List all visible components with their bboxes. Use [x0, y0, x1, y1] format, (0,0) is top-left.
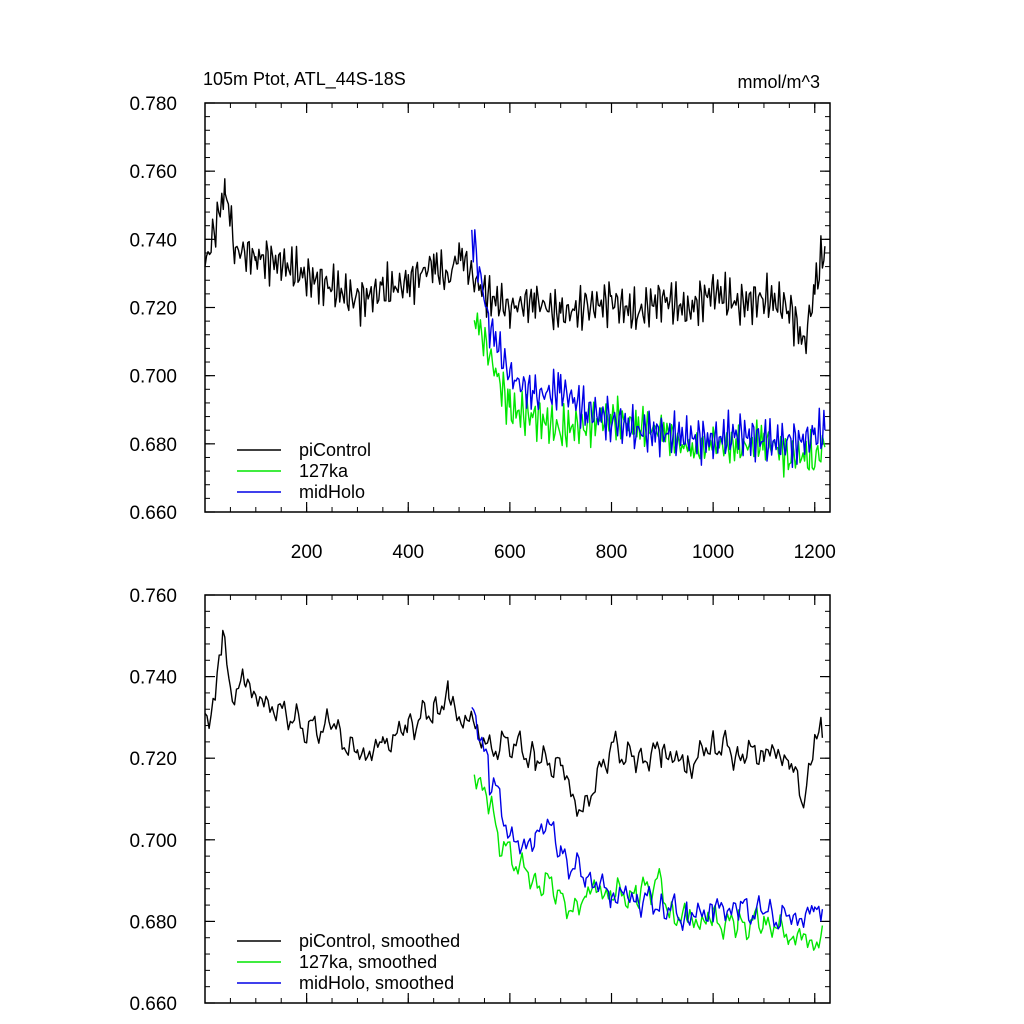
legend-label: midHolo	[299, 482, 365, 502]
units-label: mmol/m^3	[738, 72, 820, 92]
y-tick-label: 0.680	[129, 912, 177, 933]
y-tick-label: 0.700	[129, 831, 177, 852]
y-tick-label: 0.760	[129, 586, 177, 607]
y-tick-label: 0.720	[129, 299, 177, 320]
top-panel: 105m Ptot, ATL_44S-18S mmol/m^3 0.660 0.6…	[129, 69, 835, 563]
legend-label: 127ka	[299, 461, 349, 481]
series-line-127ka	[473, 774, 824, 951]
x-tick-label: 1200	[794, 542, 836, 563]
y-tick-label: 0.760	[129, 162, 177, 183]
y-tick-label: 0.740	[129, 668, 177, 689]
y-tick-label: 0.780	[129, 94, 177, 115]
series-line-midHolo	[471, 229, 826, 469]
y-tick-label: 0.700	[129, 367, 177, 388]
x-tick-label: 1000	[692, 542, 734, 563]
series-line-piControl	[204, 629, 824, 817]
legend-label: 127ka, smoothed	[299, 952, 437, 972]
top-chart-title: 105m Ptot, ATL_44S-18S	[203, 69, 406, 90]
y-tick-label: 0.740	[129, 230, 177, 251]
y-tick-label: 0.720	[129, 749, 177, 770]
y-tick-label: 0.660	[129, 503, 177, 524]
x-tick-label: 600	[494, 542, 526, 563]
bottom-panel: 0.660 0.680 0.700 0.720 0.740 0.760 piControl,…	[129, 586, 831, 1015]
plot-frame	[204, 594, 831, 1004]
y-tick-label: 0.660	[129, 994, 177, 1015]
legend-label: midHolo, smoothed	[299, 973, 454, 993]
legend-label: piControl, smoothed	[299, 931, 460, 951]
x-tick-label: 800	[596, 542, 628, 563]
legend-label: piControl	[299, 440, 371, 460]
y-tick-label: 0.680	[129, 435, 177, 456]
series-line-piControl	[204, 178, 826, 355]
series-line-midHolo	[471, 706, 824, 931]
x-tick-label: 200	[291, 542, 323, 563]
x-tick-label: 400	[392, 542, 424, 563]
